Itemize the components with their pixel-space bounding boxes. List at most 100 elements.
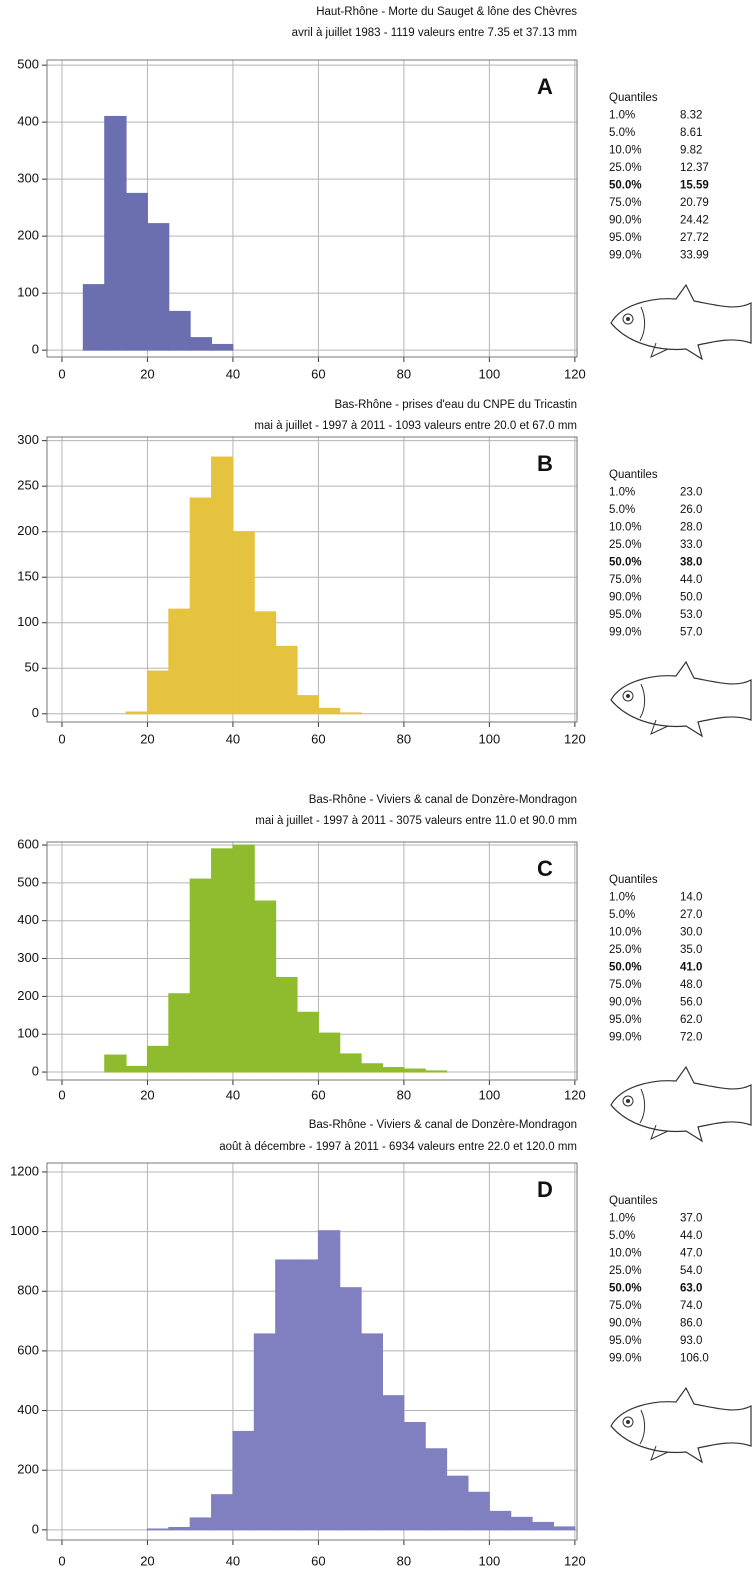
histogram-bar [382,1067,405,1073]
histogram-bar [168,1526,191,1531]
histogram-bar [232,531,255,715]
histogram-bar [552,1526,576,1531]
quantile-value: 54.0 [680,1265,702,1277]
quantile-label: 5.0% [609,504,635,516]
chart-title: Bas-Rhône - Viviers & canal de Donzère-M… [309,794,577,806]
y-tick-label: 500 [17,874,39,889]
chart-subtitle: mai à juillet - 1997 à 2011 - 1093 valeu… [254,420,577,432]
x-tick-label: 100 [479,366,501,381]
quantile-value: 63.0 [680,1283,702,1295]
chart-subtitle: avril à juillet 1983 - 1119 valeurs entr… [292,27,577,39]
x-tick-label: 80 [397,731,411,746]
y-tick-label: 100 [17,285,39,300]
quantiles-title: Quantiles [609,874,658,886]
fish-icon [610,284,752,360]
quantile-value: 53.0 [680,609,702,621]
x-tick-label: 120 [564,731,586,746]
y-tick-label: 100 [17,614,39,629]
quantile-value: 24.42 [680,215,709,227]
histogram-bar [168,310,191,351]
histogram-bar [125,1065,148,1073]
quantile-value: 74.0 [680,1300,702,1312]
quantile-label: 95.0% [609,1014,642,1026]
y-tick-label: 200 [17,1462,39,1477]
quantile-label: 90.0% [609,1318,642,1330]
quantile-value: 38.0 [680,557,702,569]
x-tick-label: 40 [226,731,240,746]
quantile-value: 14.0 [680,892,702,904]
histogram-bar [253,1333,277,1531]
y-tick-label: 50 [25,660,39,675]
panel-label: B [537,451,553,476]
histogram-bar [104,1054,127,1073]
panel-label: C [537,856,553,881]
quantile-label: 1.0% [609,1213,635,1225]
quantile-label: 75.0% [609,979,642,991]
quantile-value: 27.0 [680,909,702,921]
quantile-label: 99.0% [609,1032,642,1044]
quantile-label: 90.0% [609,997,642,1009]
histogram-bar [360,1063,384,1073]
y-tick-label: 400 [17,912,39,927]
histogram-bar [189,337,213,351]
quantiles-title: Quantiles [609,1195,658,1207]
quantile-value: 20.79 [680,197,709,209]
x-tick-label: 40 [226,1087,240,1102]
y-tick-label: 0 [32,1063,39,1078]
quantile-label: 99.0% [609,627,642,639]
histogram-bar [211,848,234,1073]
quantile-value: 72.0 [680,1032,702,1044]
histogram-bar [168,608,191,715]
y-tick-label: 300 [17,171,39,186]
quantiles-title: Quantiles [609,469,658,481]
histogram-bar [382,1395,405,1531]
y-tick-label: 500 [17,57,39,72]
quantile-value: 62.0 [680,1014,702,1026]
quantile-value: 44.0 [680,1230,702,1242]
histogram-bar [339,1053,362,1073]
x-tick-label: 100 [479,1087,501,1102]
histogram-bar [125,711,148,715]
histogram-bar [211,343,234,351]
quantile-value: 50.0 [680,592,702,604]
quantile-label: 50.0% [609,180,642,192]
y-tick-label: 400 [17,114,39,129]
fish-icon [610,1066,752,1142]
y-tick-label: 0 [32,705,39,720]
histogram-bar [296,1011,319,1073]
quantile-value: 86.0 [680,1318,702,1330]
quantile-label: 25.0% [609,944,642,956]
quantile-value: 44.0 [680,574,702,586]
x-tick-label: 20 [140,1087,154,1102]
quantile-label: 95.0% [609,609,642,621]
plot-frame [46,1162,578,1541]
quantile-value: 48.0 [680,979,702,991]
quantile-value: 47.0 [680,1248,702,1260]
quantile-value: 23.0 [680,487,702,499]
y-tick-label: 150 [17,569,39,584]
histogram-bar [360,1333,384,1531]
quantile-value: 93.0 [680,1335,702,1347]
histogram-bar [82,284,106,351]
y-tick-label: 200 [17,988,39,1003]
quantile-value: 30.0 [680,927,702,939]
chart-title: Bas-Rhône - Viviers & canal de Donzère-M… [309,1119,577,1131]
y-tick-label: 1200 [10,1163,39,1178]
quantile-value: 15.59 [680,180,709,192]
quantile-label: 50.0% [609,1283,642,1295]
x-tick-label: 20 [140,1553,154,1568]
x-tick-label: 60 [311,366,325,381]
quantile-label: 25.0% [609,162,642,174]
histogram-bar [275,976,298,1073]
quantile-label: 1.0% [609,487,635,499]
x-tick-label: 80 [397,1553,411,1568]
y-tick-label: 800 [17,1283,39,1298]
quantile-label: 95.0% [609,1335,642,1347]
fish-icon [610,1387,752,1463]
quantile-value: 9.82 [680,145,702,157]
plot-frame [46,59,578,358]
quantile-label: 10.0% [609,522,642,534]
histogram-bar [275,1259,298,1531]
y-tick-label: 100 [17,1026,39,1041]
x-tick-label: 120 [564,1087,586,1102]
